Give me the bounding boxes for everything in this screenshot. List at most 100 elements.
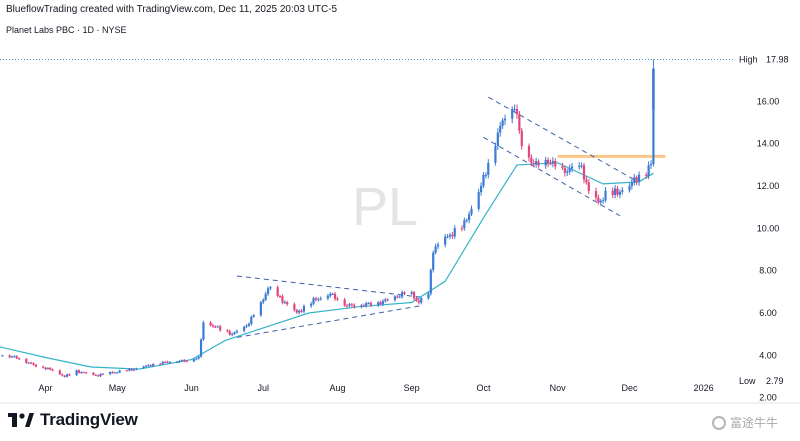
candle-body [111, 371, 114, 373]
candle-body [199, 339, 203, 357]
x-tick-label: May [109, 383, 127, 393]
candle-body [63, 375, 66, 377]
candle [614, 184, 617, 199]
candle [252, 314, 255, 318]
tradingview-logo[interactable]: TradingView [8, 409, 138, 431]
candle [41, 365, 45, 369]
candle [446, 234, 449, 239]
candle [451, 231, 454, 239]
candle [30, 361, 33, 365]
candle [329, 292, 332, 298]
candle [602, 197, 605, 204]
candle [65, 373, 69, 378]
candle [345, 303, 349, 308]
candle [231, 332, 234, 337]
candle-body [302, 306, 306, 312]
candle [135, 367, 138, 371]
candle [266, 286, 270, 296]
candle [49, 366, 52, 371]
candle-body [211, 325, 215, 327]
candle-body [343, 299, 346, 306]
candle-body [350, 304, 353, 306]
candle-body [183, 360, 186, 362]
candle-body [566, 171, 569, 173]
candle [477, 188, 480, 212]
candle [101, 373, 105, 375]
candle [381, 299, 385, 307]
candle-body [379, 302, 382, 305]
candle [468, 211, 471, 224]
candle [628, 183, 631, 193]
price-axis[interactable]: 2.00 4.00 6.00 8.00 10.00 12.00 14.00 16.00 [757, 96, 780, 402]
x-tick-label: Jun [184, 383, 199, 393]
candle-body [132, 369, 136, 371]
candle-body [159, 363, 162, 365]
candle [635, 175, 638, 186]
candle-body [298, 310, 301, 313]
candle-body [484, 174, 487, 176]
candle [561, 162, 564, 171]
candle [350, 302, 353, 307]
candle [551, 157, 554, 168]
candle [293, 302, 296, 312]
candle-body [144, 365, 148, 367]
candle-body [331, 293, 334, 295]
candle-body [417, 300, 420, 303]
candle-body [8, 355, 11, 358]
candle-body [209, 322, 212, 326]
candle [331, 292, 334, 296]
candle [58, 369, 61, 375]
y-tick-label: 6.00 [759, 308, 777, 318]
candle [453, 225, 456, 239]
candle [152, 363, 155, 368]
candle-body [429, 269, 432, 294]
candle [319, 296, 322, 301]
candle-body [487, 162, 490, 175]
symbol-info[interactable]: Planet Labs PBC · 1D · NYSE [6, 25, 127, 35]
candle-body [563, 167, 566, 173]
candle-body [125, 370, 128, 372]
futu-watermark: 富途牛牛 [712, 414, 778, 431]
candle [97, 374, 100, 378]
candle [348, 302, 351, 308]
candle-body [362, 305, 365, 307]
candle [621, 186, 624, 195]
candle [415, 296, 418, 302]
candle [80, 371, 83, 374]
time-axis[interactable]: Apr May Jun Jul Aug Sep Oct Nov Dec 2026 [38, 383, 713, 393]
high-marker-value: 17.98 [766, 54, 789, 64]
candle [400, 290, 404, 299]
candle [199, 338, 203, 358]
y-tick-label: 10.00 [757, 223, 780, 233]
tradingview-icon [8, 413, 34, 427]
candle [499, 121, 502, 137]
candle [147, 364, 150, 367]
candle-body [180, 360, 184, 362]
candle-body [345, 305, 349, 307]
candle-body [647, 165, 650, 176]
low-marker-value: 2.79 [766, 376, 784, 386]
candle [544, 156, 547, 169]
candle [587, 178, 590, 195]
candle [482, 172, 485, 189]
candle-body [51, 369, 54, 371]
candle [149, 364, 152, 367]
candle-body [108, 371, 112, 375]
candle-body [281, 296, 284, 303]
candle-body [161, 361, 164, 364]
candle [537, 159, 540, 168]
candle-body [269, 287, 272, 289]
candle [599, 198, 602, 206]
candle [630, 179, 633, 190]
candle [580, 162, 583, 169]
candle [317, 297, 320, 302]
candle-body [652, 109, 655, 165]
candle-body [518, 114, 521, 131]
candle-body [80, 372, 83, 374]
candle [180, 359, 184, 362]
candle-body [570, 166, 574, 169]
candle [63, 375, 66, 378]
candle-body [427, 293, 430, 299]
candle [637, 171, 641, 186]
